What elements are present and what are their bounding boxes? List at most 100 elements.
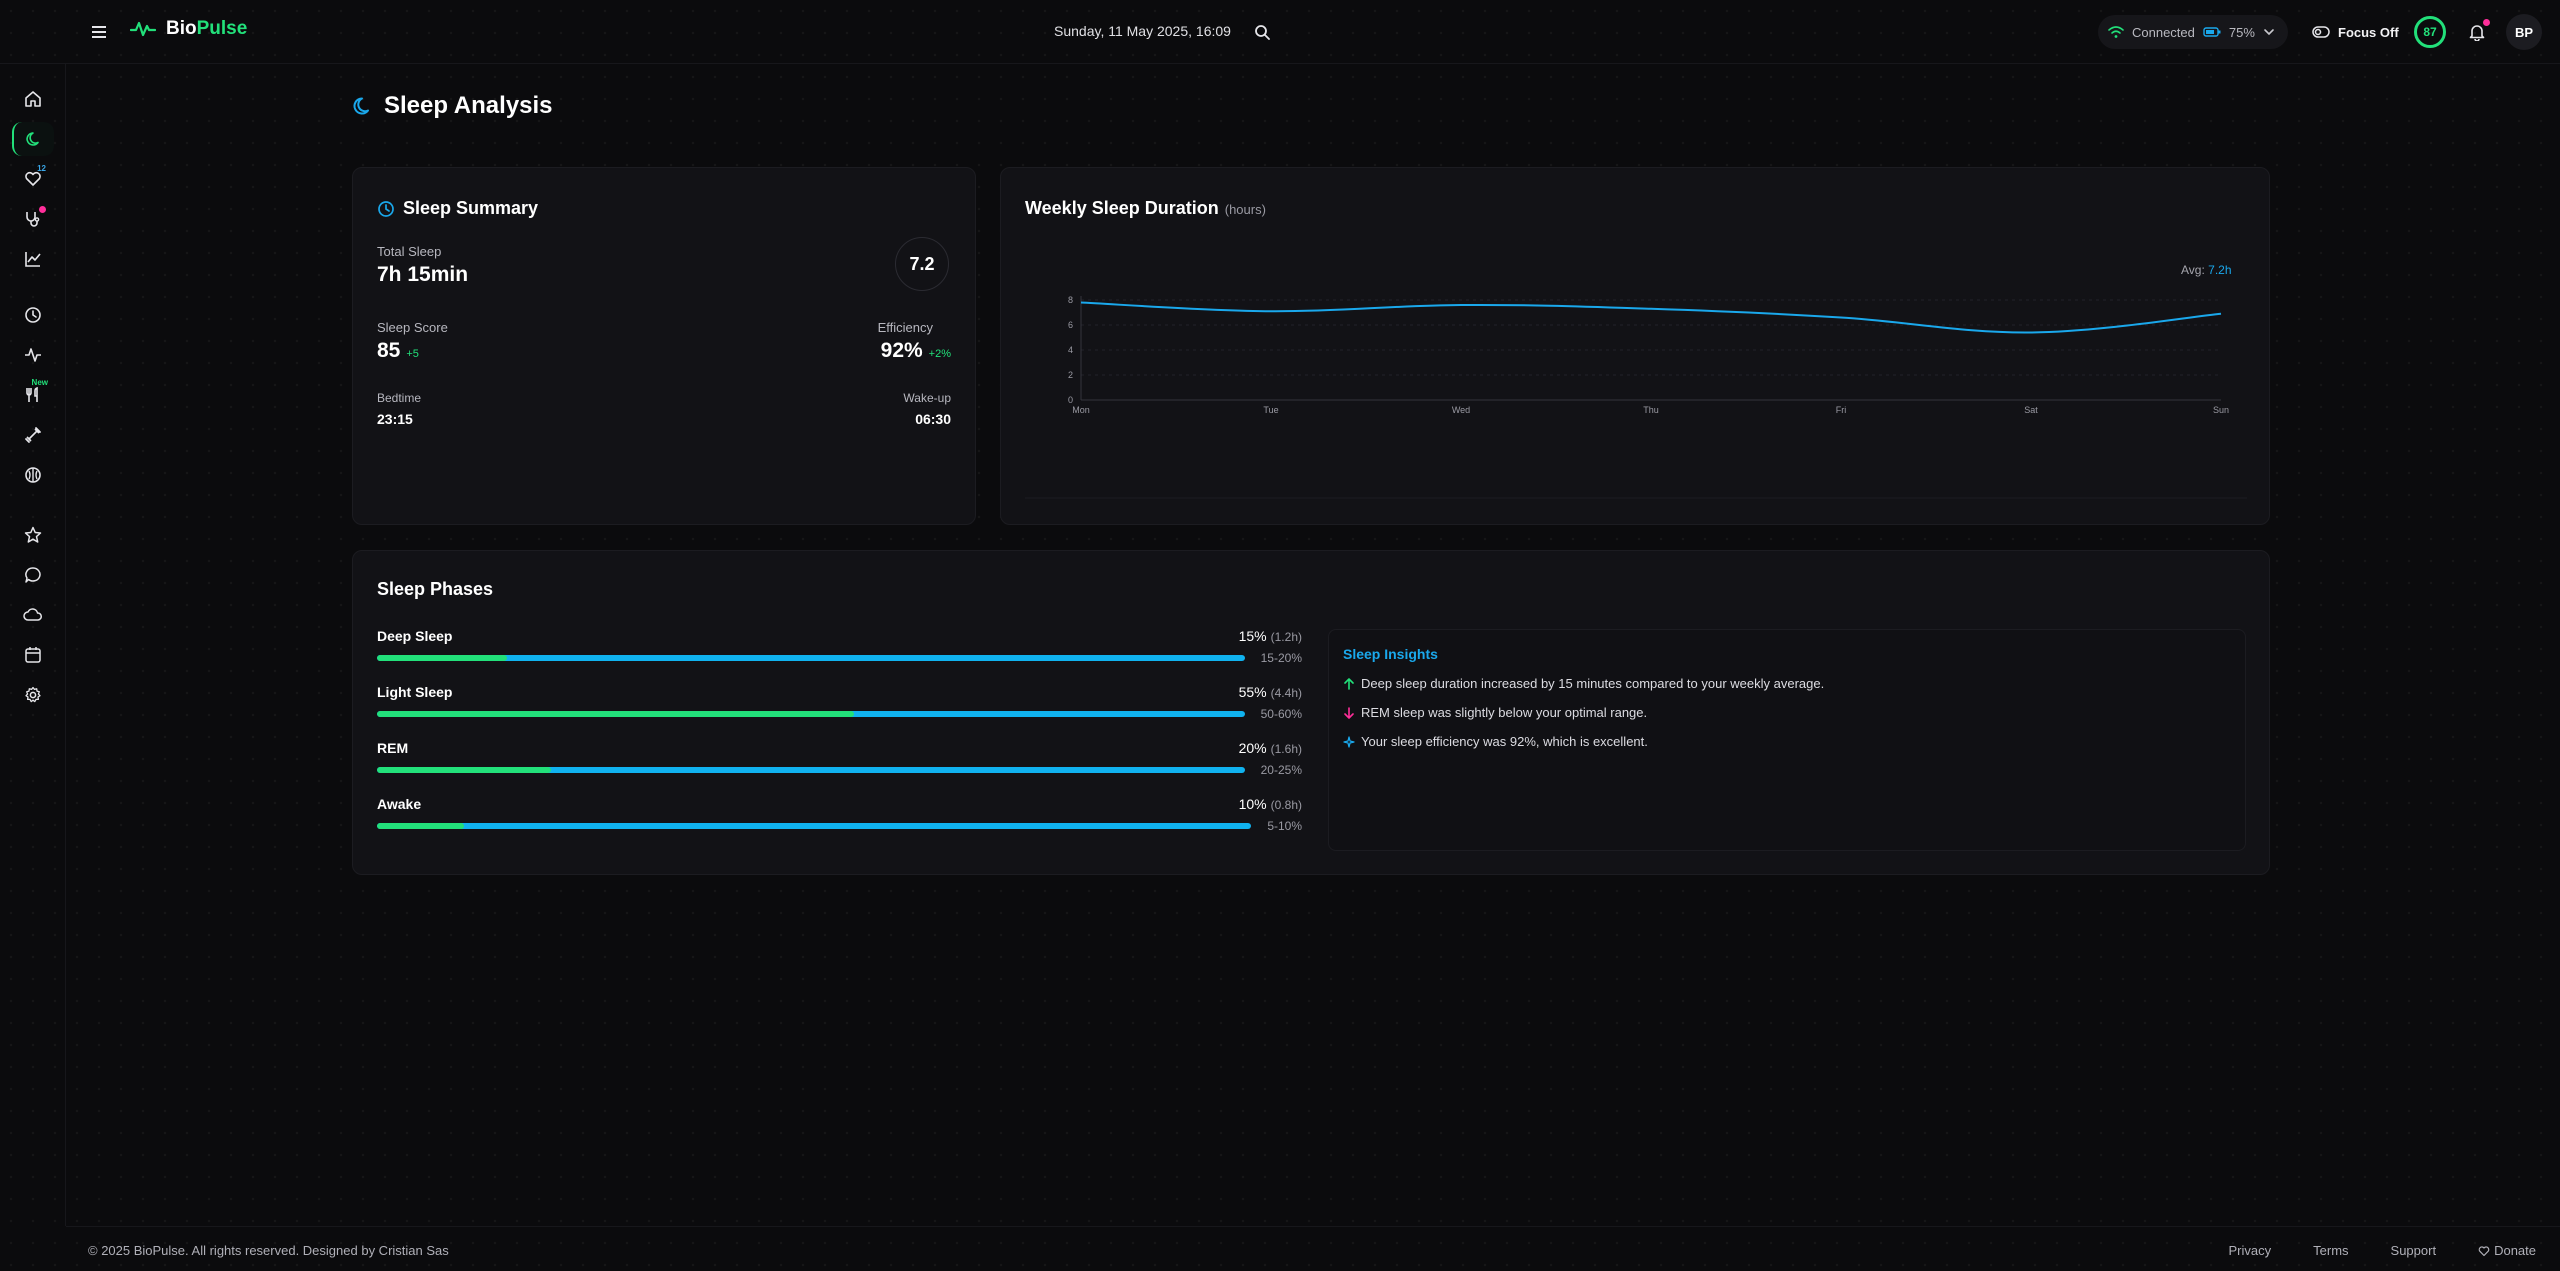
x-tick-label: Sat [2024,405,2038,415]
pulse-logo-icon [130,21,156,37]
series-line [1080,301,2222,334]
sleep-phases-title: Sleep Phases [377,579,494,599]
sidebar-item-heart[interactable]: 12 [12,162,54,196]
user-avatar[interactable]: BP [2506,14,2542,50]
phase-optimal-range: 20-25% [1260,763,1302,777]
phase-optimal-range: 15-20% [1260,651,1302,665]
sidebar-item-favorites[interactable] [12,518,54,552]
x-tick-label: Fri [1836,405,1847,415]
phase-progress-bar [377,767,1245,773]
brain-icon [25,467,41,483]
sleep-score-label: Sleep Score [377,320,448,335]
hamburger-icon [92,26,106,38]
notifications-button[interactable] [2464,19,2490,45]
weekly-sleep-card: Weekly Sleep Duration (hours) Avg: 7.2h 0… [1000,167,2270,525]
wakeup-value: 06:30 [915,411,951,427]
health-alert-dot [39,206,46,213]
home-icon [25,91,41,107]
sleep-summary-title: Sleep Summary [377,198,538,219]
new-badge: New [31,378,48,387]
phase-percentage: 55% (4.4h) [1238,684,1302,700]
chart-line-icon [25,252,41,267]
menu-button[interactable] [88,20,112,44]
dumbbell-icon [25,427,41,443]
health-score-ring[interactable]: 87 [2414,16,2446,48]
wakeup-label: Wake-up [903,391,951,405]
star-icon [24,526,42,543]
sidebar-item-analytics[interactable] [12,242,54,276]
moon-icon [353,97,369,115]
calendar-icon [25,647,41,663]
device-status-dropdown[interactable]: Connected 75% [2098,15,2288,49]
sidebar-item-home[interactable] [12,82,54,116]
phase-percentage: 10% (0.8h) [1238,796,1302,812]
wifi-icon [2108,26,2124,38]
search-button[interactable] [1250,20,1274,44]
donate-label: Donate [2494,1243,2536,1258]
page-title: Sleep Analysis [352,92,553,120]
sleep-insights-panel: Sleep Insights Deep sleep duration incre… [1328,629,2246,851]
bell-icon [2469,25,2485,41]
sidebar-item-messages[interactable] [12,558,54,592]
chevron-down-icon [2264,29,2274,36]
insight-item: REM sleep was slightly below your optima… [1343,705,1647,720]
x-tick-label: Wed [1452,405,1470,415]
efficiency-delta: +2% [928,348,951,360]
total-sleep-label: Total Sleep [377,244,442,259]
phase-progress-fill [377,711,855,717]
privacy-link[interactable]: Privacy [2228,1243,2272,1258]
copyright-text: © 2025 BioPulse. All rights reserved. De… [88,1243,449,1258]
support-link[interactable]: Support [2390,1243,2437,1258]
top-header: BioPulse Sunday, 11 May 2025, 16:09 Conn… [0,0,2560,64]
donate-link[interactable]: Donate [2478,1243,2536,1258]
weekly-sleep-title: Weekly Sleep Duration (hours) [1025,198,1266,218]
phase-progress-bar [377,823,1251,829]
phase-percentage: 20% (1.6h) [1238,740,1302,756]
sidebar-item-cloud[interactable] [12,598,54,632]
heart-icon [2478,1245,2490,1256]
connection-status: Connected [2132,24,2195,40]
x-tick-label: Sun [2213,405,2229,415]
weekly-sleep-unit: (hours) [1224,202,1266,217]
sidebar-item-history[interactable] [12,298,54,332]
terms-link[interactable]: Terms [2313,1243,2349,1258]
sidebar-item-calendar[interactable] [12,638,54,672]
arrow-down-icon [1344,706,1354,719]
efficiency-label: Efficiency [877,320,933,335]
cloud-icon [23,608,42,621]
phase-light-sleep: Light Sleep 55% (4.4h) 50-60% [377,684,1302,730]
y-tick-label: 4 [1068,345,1073,355]
stethoscope-icon [26,212,40,227]
sidebar-item-nutrition[interactable]: New [12,378,54,412]
sparkle-icon [1343,735,1355,748]
brand-logo[interactable]: BioPulse [130,18,247,40]
phase-progress-fill [377,823,465,829]
sidebar-item-mind[interactable] [12,458,54,492]
activity-icon [25,348,41,362]
focus-label: Focus Off [2338,24,2399,40]
footer-links: Privacy Terms Support Donate [2229,1243,2536,1258]
sidebar-item-activity[interactable] [12,338,54,372]
phase-progress-fill [377,655,508,661]
y-tick-label: 8 [1068,295,1073,305]
phase-name: Deep Sleep [377,628,453,644]
utensils-icon [26,386,38,402]
sidebar-item-health[interactable] [12,202,54,236]
average-label: Avg: 7.2h [2181,263,2232,277]
sleep-summary-card: Sleep Summary Total Sleep 7h 15min 7.2 S… [352,167,976,525]
insight-item: Your sleep efficiency was 92%, which is … [1343,734,1648,749]
efficiency-value: 92% +2% [880,339,951,362]
phase-percentage: 15% (1.2h) [1238,628,1302,644]
sidebar: 12 New [0,64,66,1226]
chat-icon [25,567,41,583]
sidebar-item-fitness[interactable] [12,418,54,452]
phase-progress-bar [377,655,1245,661]
weekly-sleep-chart: 0 2 4 6 8 Mon Tue Wed Thu Fri Sat Sun [1025,295,2247,499]
sidebar-item-sleep[interactable] [12,122,54,156]
phase-name: REM [377,740,409,756]
sleep-insights-title: Sleep Insights [1343,646,1438,662]
focus-mode-toggle[interactable]: Focus Off [2312,18,2399,46]
x-tick-label: Thu [1643,405,1659,415]
sleep-score-value: 85 +5 [377,339,419,362]
sidebar-item-settings[interactable] [12,678,54,712]
